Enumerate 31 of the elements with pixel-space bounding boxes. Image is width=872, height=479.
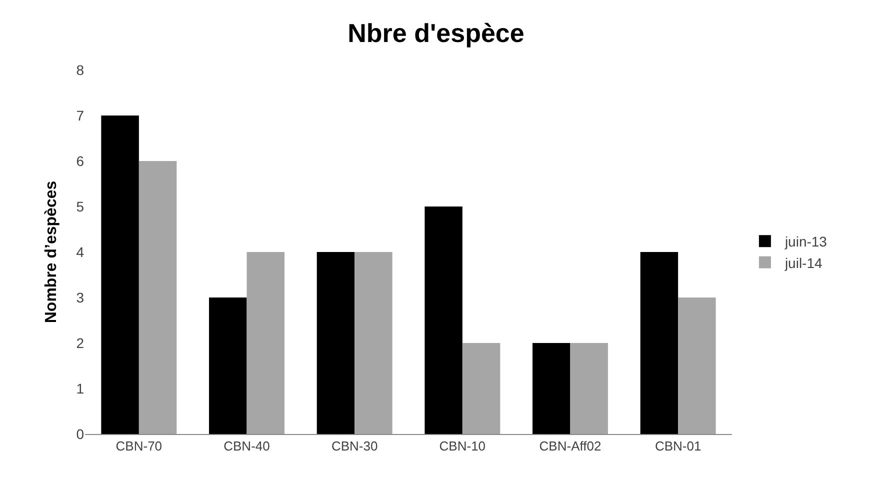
x-tick-label: CBN-30 <box>331 438 378 454</box>
y-tick-label: 7 <box>76 107 84 124</box>
chart-title: Nbre d'espèce <box>348 18 524 48</box>
x-tick-label: CBN-01 <box>654 438 702 454</box>
y-tick-label: 8 <box>76 62 84 78</box>
y-tick-label: 1 <box>76 380 84 396</box>
y-tick-label: 6 <box>76 152 84 169</box>
y-tick-label: 0 <box>76 426 84 442</box>
bar <box>316 252 355 434</box>
x-tick-label: CBN-10 <box>439 438 486 454</box>
bar <box>246 252 284 434</box>
x-tick-label: CBN-70 <box>116 438 162 454</box>
y-axis-title: Nombre d’espèces <box>43 180 60 324</box>
y-tick-label: 4 <box>76 244 84 260</box>
bar <box>354 252 392 434</box>
bar <box>532 343 570 434</box>
bar <box>462 343 500 434</box>
x-tick-label: CBN-Aff02 <box>539 438 602 454</box>
y-tick-label: 2 <box>76 334 84 351</box>
bar <box>424 206 462 434</box>
bar <box>678 298 716 434</box>
bar <box>640 252 678 434</box>
y-tick-label: 5 <box>76 198 84 214</box>
legend-label: juin-13 <box>784 234 828 250</box>
bar <box>209 298 247 434</box>
y-tick-label: 3 <box>76 289 84 306</box>
x-tick-label: CBN-40 <box>224 438 270 454</box>
bar <box>138 161 177 434</box>
bar <box>570 343 608 434</box>
bar <box>101 116 139 434</box>
legend-label: juil-14 <box>784 254 823 271</box>
